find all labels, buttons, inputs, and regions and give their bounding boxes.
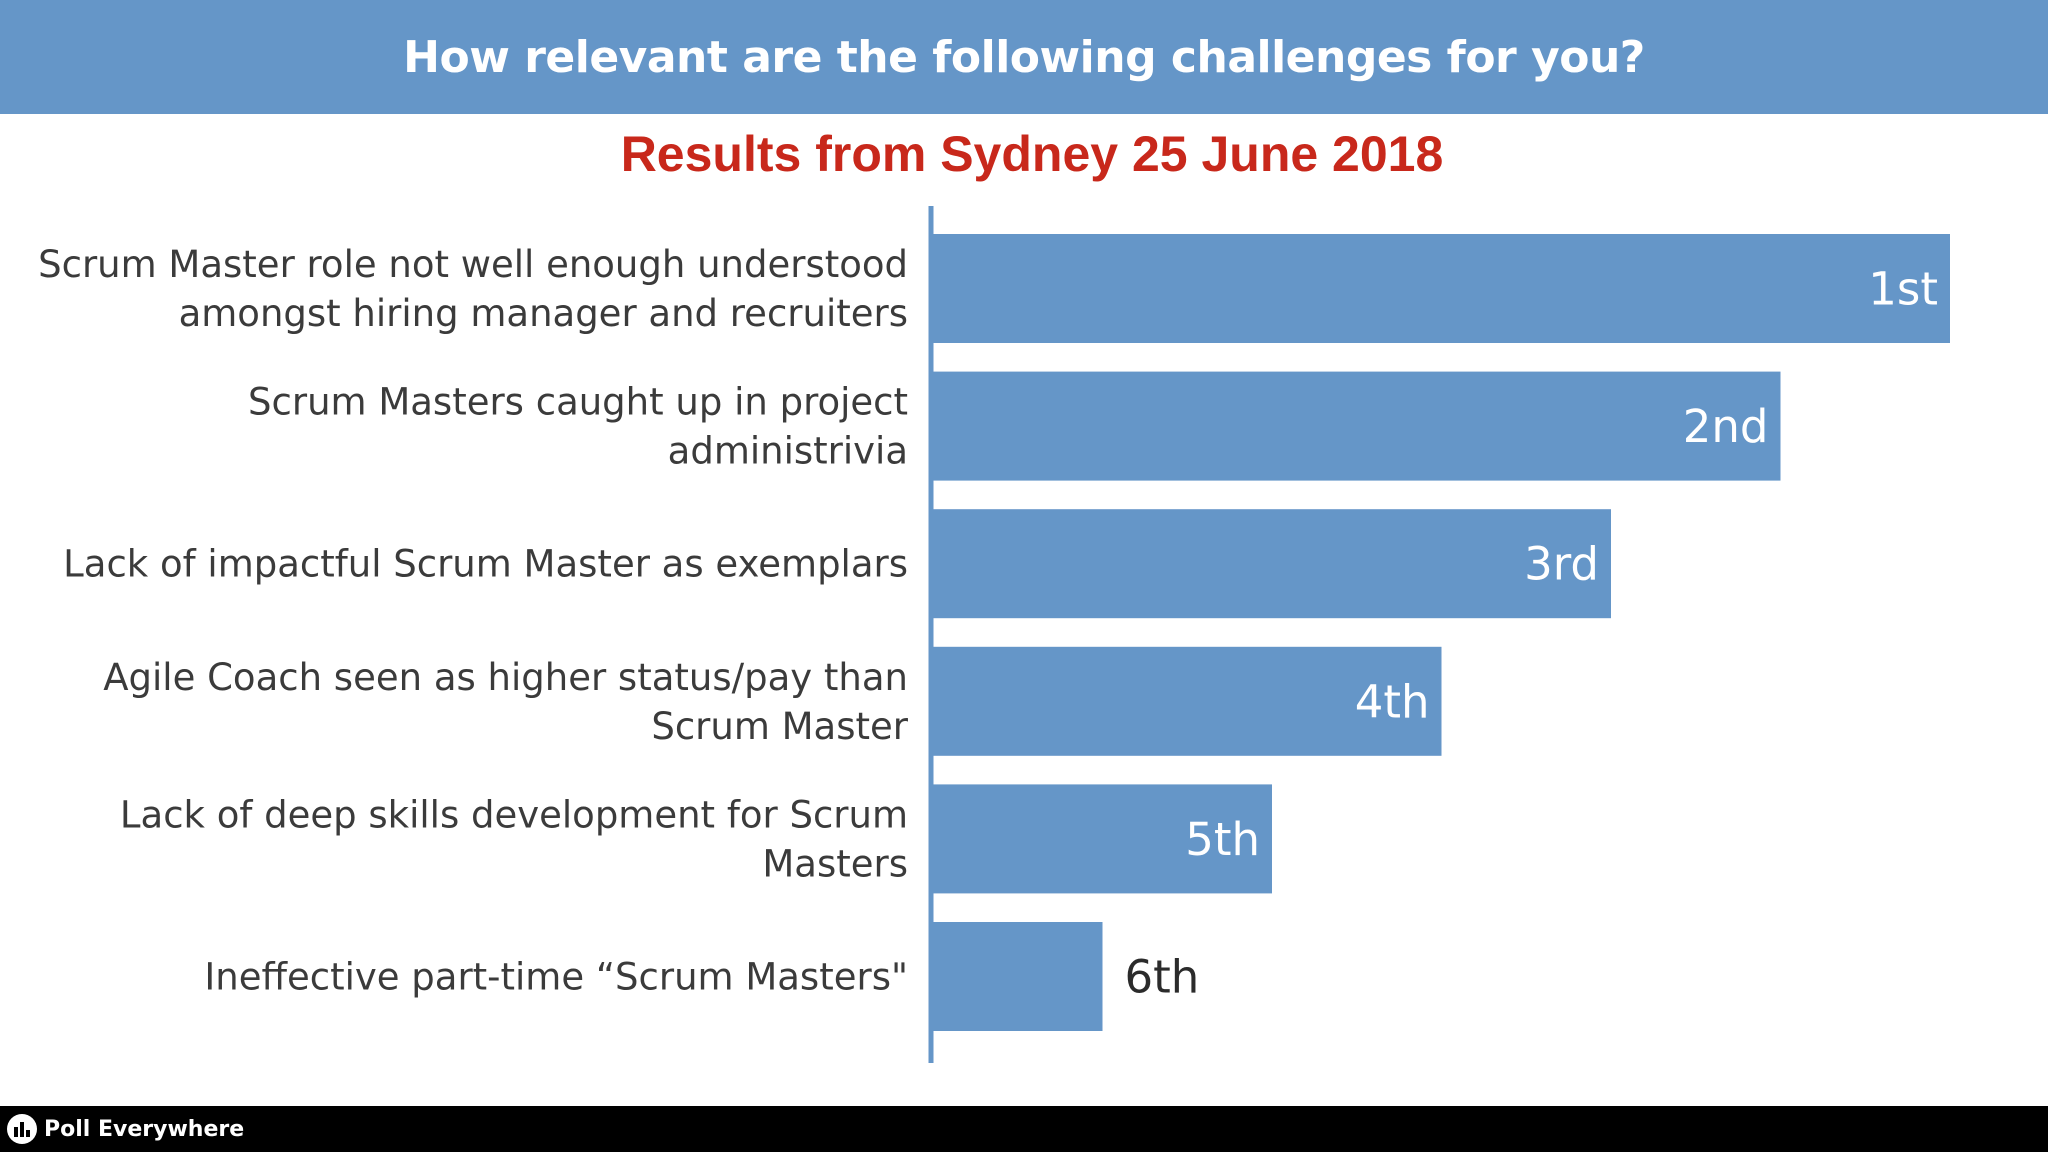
category-label-line: Masters (762, 842, 908, 885)
bar-6 (933, 922, 1103, 1031)
bars-layer: 1st Scrum Master role not well enough und… (38, 234, 1950, 1031)
category-label-line: Ineffective part-time “Scrum Masters" (204, 956, 908, 999)
category-label-line: Agile Coach seen as higher status/pay th… (103, 656, 908, 699)
bar-3 (933, 509, 1611, 619)
category-label-6: Ineffective part-time “Scrum Masters" (204, 956, 908, 999)
category-label-line: Scrum Master role not well enough unders… (38, 243, 908, 286)
bar-2 (933, 371, 1781, 481)
bar-value-label-2: 2nd (1683, 400, 1769, 453)
category-label-line: Scrum Master (651, 705, 908, 748)
category-label-2: Scrum Masters caught up in project admini… (248, 381, 908, 473)
category-label-line: Lack of deep skills development for Scru… (120, 793, 908, 836)
bar-value-label-6: 6th (1125, 951, 1200, 1004)
category-label-line: Lack of impactful Scrum Master as exempl… (63, 543, 908, 586)
bar-5 (933, 784, 1272, 894)
category-label-line: administrivia (668, 430, 908, 473)
bar-1 (933, 234, 1950, 343)
bar-value-label-4: 4th (1355, 675, 1430, 728)
category-label-line: Scrum Masters caught up in project (248, 381, 908, 424)
bar-value-label-3: 3rd (1524, 538, 1599, 591)
category-label-1: Scrum Master role not well enough unders… (38, 243, 908, 335)
category-label-4: Agile Coach seen as higher status/pay th… (103, 656, 909, 748)
bar-value-label-1: 1st (1868, 263, 1938, 316)
poll-everywhere-logo-icon (7, 1114, 37, 1144)
header-bar: How relevant are the following challenge… (0, 0, 2048, 114)
category-label-5: Lack of deep skills development for Scru… (120, 793, 908, 885)
bar-value-label-5: 5th (1185, 813, 1260, 866)
page-title: How relevant are the following challenge… (403, 31, 1645, 83)
category-label-3: Lack of impactful Scrum Master as exempl… (63, 543, 908, 586)
footer-bar: Poll Everywhere (0, 1106, 2048, 1152)
chart-subtitle: Results from Sydney 25 June 2018 (620, 126, 1444, 182)
footer-brand-label: Poll Everywhere (44, 1116, 245, 1142)
category-label-line: amongst hiring manager and recruiters (179, 292, 908, 335)
bar-4 (933, 646, 1442, 756)
